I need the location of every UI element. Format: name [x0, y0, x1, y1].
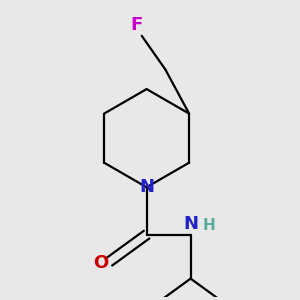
Text: O: O: [93, 254, 109, 272]
Text: N: N: [139, 178, 154, 196]
Text: N: N: [183, 215, 198, 233]
Text: H: H: [203, 218, 216, 233]
Text: F: F: [130, 16, 143, 34]
